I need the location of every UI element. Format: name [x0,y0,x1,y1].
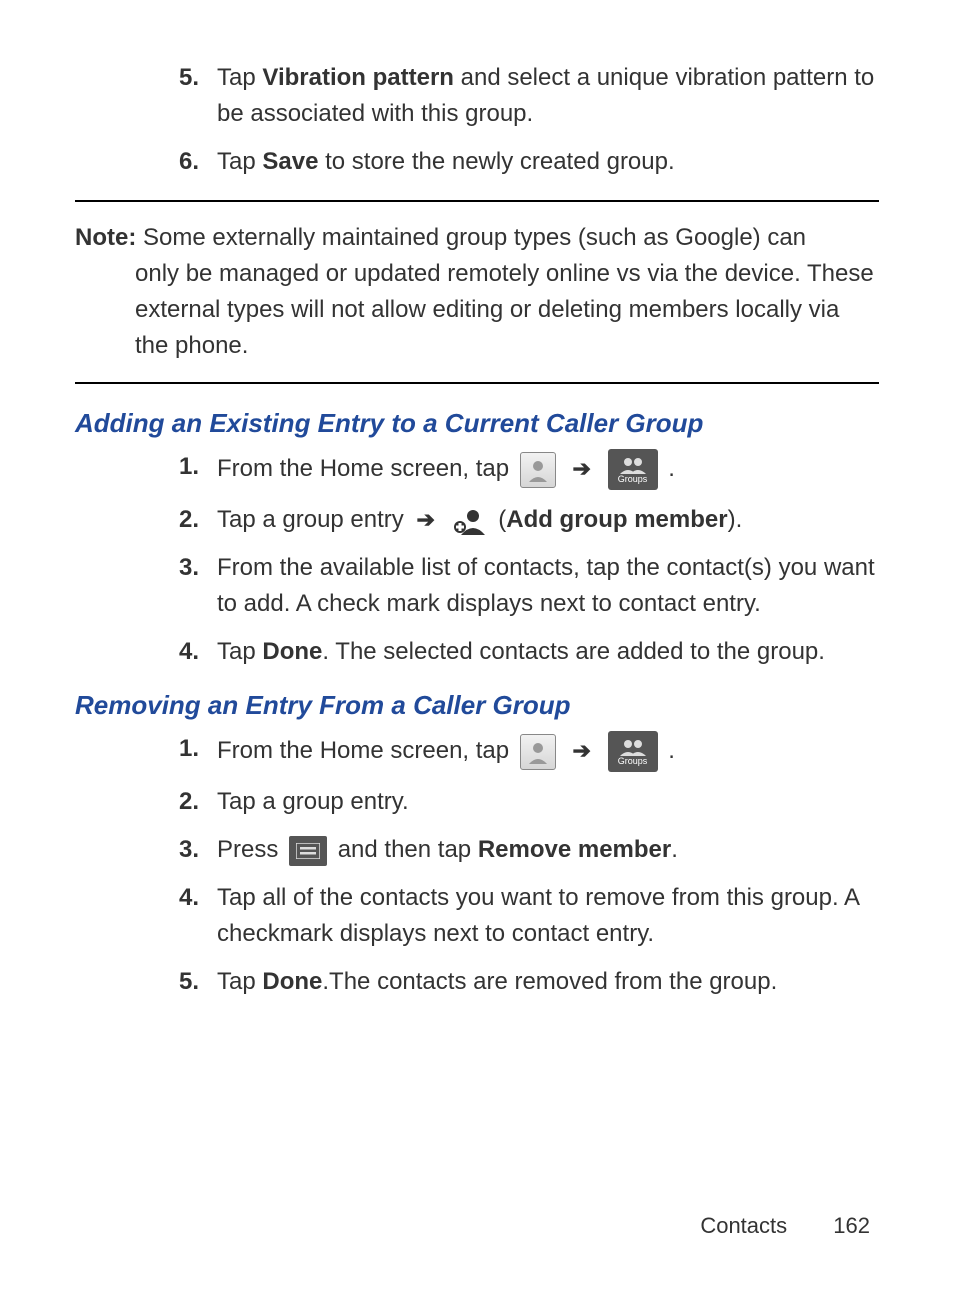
bold-text: Done [262,638,322,665]
add-step-1: 1. From the Home screen, tap ➔ Groups . [155,449,879,490]
text: Tap [217,64,262,91]
step-number: 5. [155,964,217,1000]
text: . The selected contacts are added to the… [322,638,825,665]
groups-icon: Groups [608,731,658,772]
step-body: Tap a group entry. [217,784,879,820]
step-number: 2. [155,502,217,538]
step-number: 2. [155,784,217,820]
note-label: Note: [75,224,136,251]
remove-step-4: 4. Tap all of the contacts you want to r… [155,880,879,952]
heading-remove: Removing an Entry From a Caller Group [75,690,879,721]
step-number: 4. [155,880,217,916]
remove-steps-list: 1. From the Home screen, tap ➔ Groups . … [75,731,879,1000]
step-body: Tap Done. The selected contacts are adde… [217,634,879,670]
step-body: Press and then tap Remove member. [217,832,879,868]
arrow-icon: ➔ [572,738,590,763]
text: Tap a group entry [217,506,410,533]
remove-step-1: 1. From the Home screen, tap ➔ Groups . [155,731,879,772]
note-text-rest: only be managed or updated remotely onli… [135,256,879,364]
bold-text: Save [262,148,318,175]
step-body: From the Home screen, tap ➔ Groups . [217,731,879,772]
heading-add: Adding an Existing Entry to a Current Ca… [75,408,879,439]
step-body: Tap Vibration pattern and select a uniqu… [217,60,879,132]
text: . [668,455,675,482]
step-number: 4. [155,634,217,670]
step-number: 6. [155,144,217,180]
add-step-3: 3. From the available list of contacts, … [155,550,879,622]
text: and then tap [338,836,478,863]
step-number: 1. [155,731,217,767]
text: . [668,737,675,764]
note-text-first: Some externally maintained group types (… [143,224,806,251]
remove-step-5: 5. Tap Done.The contacts are removed fro… [155,964,879,1000]
step-number: 3. [155,550,217,586]
bold-text: Done [262,968,322,995]
text: Tap [217,968,262,995]
step-6: 6. Tap Save to store the newly created g… [155,144,879,180]
footer-page-number: 162 [833,1213,870,1238]
step-body: Tap Save to store the newly created grou… [217,144,879,180]
continued-steps-list: 5. Tap Vibration pattern and select a un… [75,60,879,180]
text: to store the newly created group. [318,148,674,175]
step-number: 1. [155,449,217,485]
remove-step-3: 3. Press and then tap Remove member. [155,832,879,868]
contacts-icon [520,452,556,488]
step-body: Tap Done.The contacts are removed from t… [217,964,879,1000]
arrow-icon: ➔ [572,456,590,481]
step-body: From the Home screen, tap ➔ Groups . [217,449,879,490]
add-step-4: 4. Tap Done. The selected contacts are a… [155,634,879,670]
text: From the Home screen, tap [217,455,516,482]
step-number: 3. [155,832,217,868]
bold-text: Remove member [478,836,671,863]
add-member-icon [452,506,488,536]
footer-section: Contacts [700,1213,787,1238]
add-step-2: 2. Tap a group entry ➔ (Add group member… [155,502,879,538]
step-body: Tap a group entry ➔ (Add group member). [217,502,879,538]
arrow-icon: ➔ [416,507,434,532]
groups-caption: Groups [618,475,648,484]
step-number: 5. [155,60,217,96]
text: Press [217,836,285,863]
groups-icon: Groups [608,449,658,490]
contacts-icon [520,734,556,770]
add-steps-list: 1. From the Home screen, tap ➔ Groups . … [75,449,879,670]
text: .The contacts are removed from the group… [322,968,777,995]
text: ). [728,506,743,533]
remove-step-2: 2. Tap a group entry. [155,784,879,820]
step-body: Tap all of the contacts you want to remo… [217,880,879,952]
bold-text: Vibration pattern [262,64,454,91]
step-5: 5. Tap Vibration pattern and select a un… [155,60,879,132]
page-footer: Contacts 162 [700,1213,870,1239]
document-page: 5. Tap Vibration pattern and select a un… [0,0,954,1295]
text: Tap [217,638,262,665]
groups-caption: Groups [618,757,648,766]
bold-text: Add group member [506,506,727,533]
text: Tap [217,148,262,175]
text: . [671,836,678,863]
menu-icon [289,836,327,866]
note-block: Note: Some externally maintained group t… [75,200,879,384]
step-body: From the available list of contacts, tap… [217,550,879,622]
text: From the Home screen, tap [217,737,516,764]
